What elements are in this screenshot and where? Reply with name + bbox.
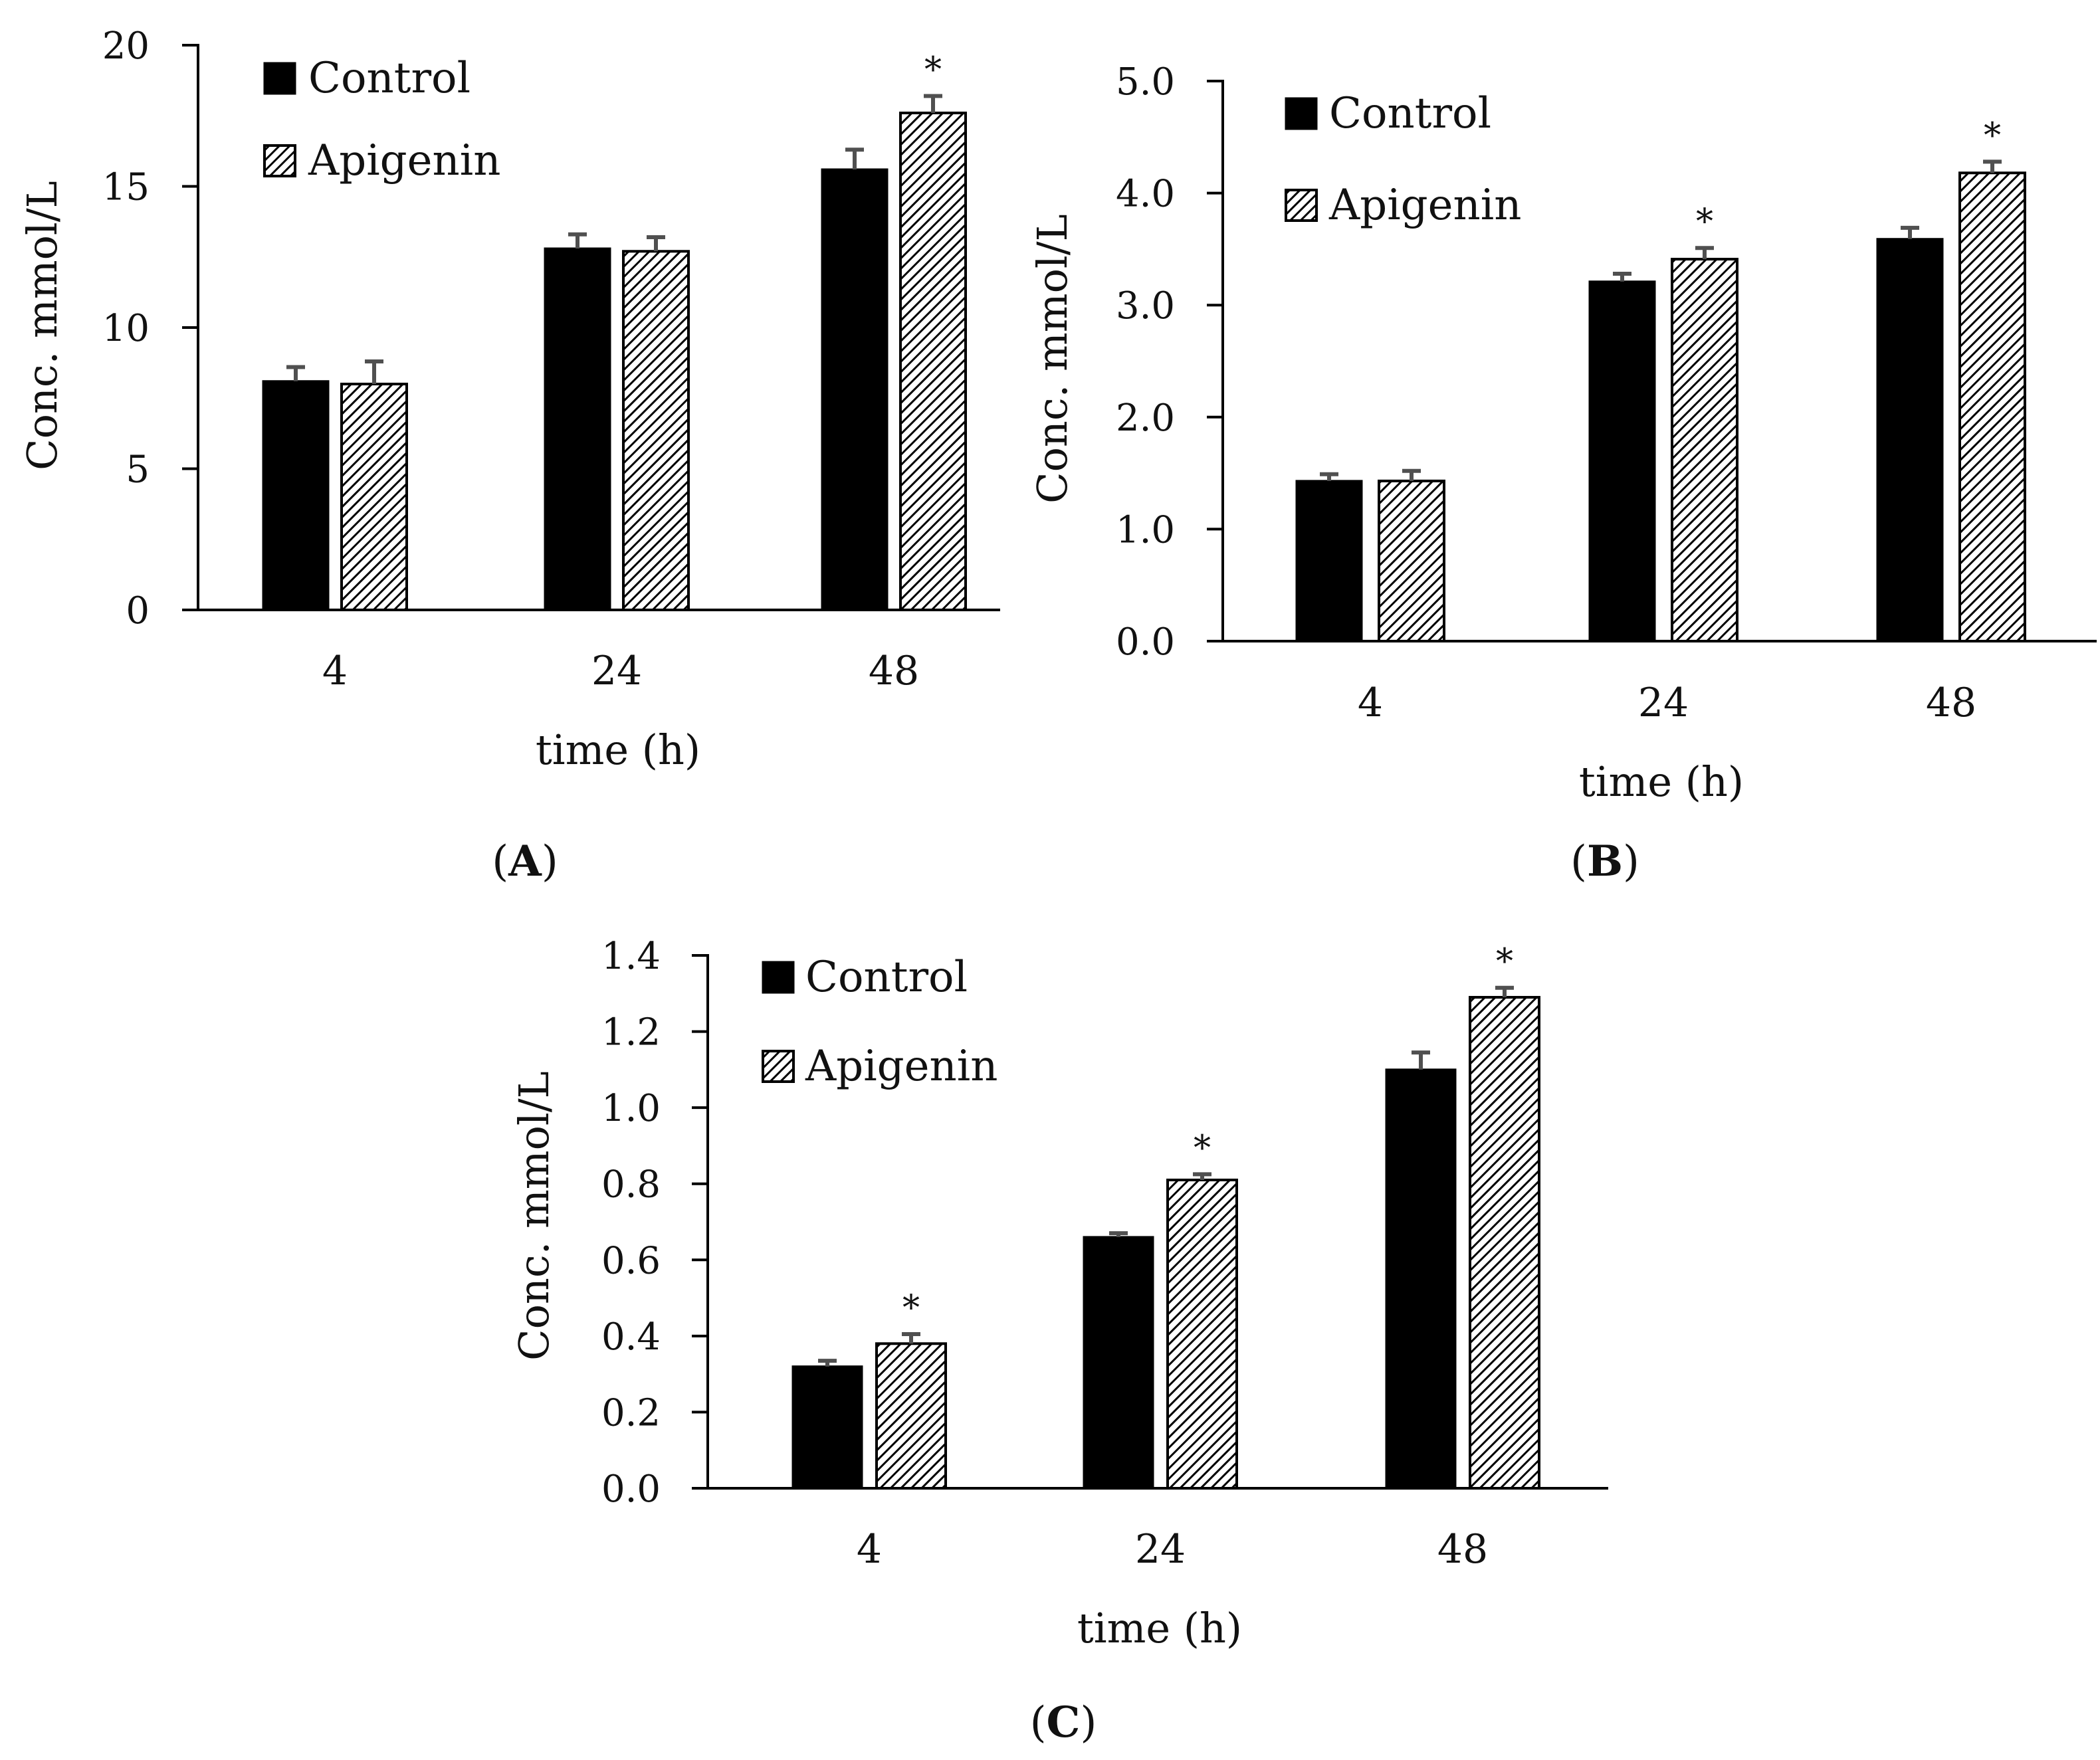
y-tick-label: 0.6	[601, 1239, 661, 1282]
bar-apigenin-24h	[622, 250, 690, 611]
y-tick-label: 0.2	[601, 1391, 661, 1434]
x-tick-label: 4	[1358, 680, 1383, 726]
legend-swatch-control	[762, 961, 795, 994]
bar-control-48h	[1385, 1068, 1457, 1490]
panel-caption: (B)	[1570, 836, 1639, 886]
panel-c: 0.0 0.2 0.4 0.6 0.8 1.0 1.2 1.4 * 4 * 24 * 48 time (h)…	[510, 935, 1608, 1747]
y-tick-label: 0.4	[601, 1316, 661, 1359]
legend-label-control: Control	[308, 54, 471, 103]
bar-apigenin-24h	[1166, 1178, 1238, 1490]
significance-asterisk: *	[1496, 942, 1513, 982]
legend-swatch-control	[263, 62, 296, 95]
x-tick-label: 24	[1135, 1526, 1186, 1573]
y-tick-label: 10	[102, 307, 150, 350]
x-axis-title: time (h)	[1077, 1604, 1242, 1652]
panel-a: 0 5 10 15 20 4 24 * 48 time (h) Conc. mmol/L Contro…	[18, 25, 1000, 886]
y-tick-label: 15	[102, 166, 150, 209]
bar-apigenin-24h	[1671, 258, 1738, 643]
bar-control-24h	[544, 247, 611, 611]
y-tick-label: 0.0	[1116, 621, 1175, 664]
bar-apigenin-4h	[340, 383, 408, 611]
panel-caption: (C)	[1030, 1698, 1097, 1747]
bar-apigenin-48h	[1958, 171, 2026, 642]
x-tick-label: 24	[1638, 680, 1689, 726]
bar-apigenin-4h	[875, 1342, 947, 1490]
bar-control-48h	[821, 168, 889, 611]
y-tick-label: 0	[126, 589, 150, 633]
legend-label-apigenin: Apigenin	[308, 136, 500, 185]
bar-control-4h	[791, 1365, 863, 1490]
legend: Control Apigenin	[762, 953, 998, 1091]
x-tick-label: 48	[869, 648, 919, 694]
bar-control-48h	[1876, 238, 1944, 642]
y-tick-label: 5	[126, 448, 150, 492]
y-axis-title: Conc. mmol/L	[510, 1071, 558, 1361]
bar-control-24h	[1588, 280, 1656, 642]
legend: Control Apigenin	[1285, 89, 1521, 230]
x-tick-label: 24	[591, 648, 642, 694]
legend-label-control: Control	[1329, 89, 1491, 138]
significance-asterisk: *	[924, 50, 942, 90]
bar-apigenin-4h	[1378, 479, 1445, 642]
panel-b: 0.0 1.0 2.0 3.0 4.0 5.0 4 * 24 * 48 time (h) Conc. m…	[1028, 60, 2097, 886]
significance-asterisk: *	[902, 1288, 920, 1328]
bar-apigenin-48h	[899, 112, 967, 611]
bar-control-4h	[1295, 480, 1363, 642]
y-axis-title: Conc. mmol/L	[1028, 214, 1077, 504]
x-axis-title: time (h)	[536, 726, 700, 774]
y-tick-label: 4.0	[1116, 173, 1175, 216]
y-tick-label: 3.0	[1116, 284, 1175, 328]
legend-swatch-control	[1285, 97, 1318, 130]
legend-swatch-apigenin	[1285, 189, 1318, 222]
y-tick-label: 1.4	[601, 935, 661, 978]
y-tick-label: 20	[102, 25, 150, 68]
y-tick-label: 2.0	[1116, 397, 1175, 440]
x-tick-label: 48	[1926, 680, 1976, 726]
y-tick-label: 0.8	[601, 1163, 661, 1207]
y-tick-label: 5.0	[1116, 60, 1175, 104]
legend: Control Apigenin	[263, 54, 500, 185]
x-tick-label: 4	[857, 1526, 882, 1573]
significance-asterisk: *	[1696, 202, 1713, 242]
legend-swatch-apigenin	[762, 1050, 795, 1083]
y-tick-label: 0.0	[601, 1468, 661, 1511]
legend-swatch-apigenin	[263, 144, 296, 177]
bar-apigenin-48h	[1469, 996, 1540, 1490]
y-tick-label: 1.0	[601, 1087, 661, 1130]
legend-label-control: Control	[805, 953, 968, 1002]
panel-caption: (A)	[492, 836, 558, 886]
legend-label-apigenin: Apigenin	[805, 1042, 998, 1091]
significance-asterisk: *	[1194, 1128, 1211, 1168]
x-axis-title: time (h)	[1579, 757, 1744, 806]
y-axis-title: Conc. mmol/L	[18, 181, 66, 470]
x-tick-label: 48	[1437, 1526, 1488, 1573]
legend-label-apigenin: Apigenin	[1328, 181, 1521, 230]
significance-asterisk: *	[1984, 116, 2001, 155]
bar-control-4h	[262, 380, 330, 611]
bar-control-24h	[1083, 1236, 1154, 1490]
y-tick-label: 1.2	[601, 1011, 661, 1054]
x-tick-label: 4	[322, 648, 348, 694]
y-tick-label: 1.0	[1116, 508, 1175, 551]
